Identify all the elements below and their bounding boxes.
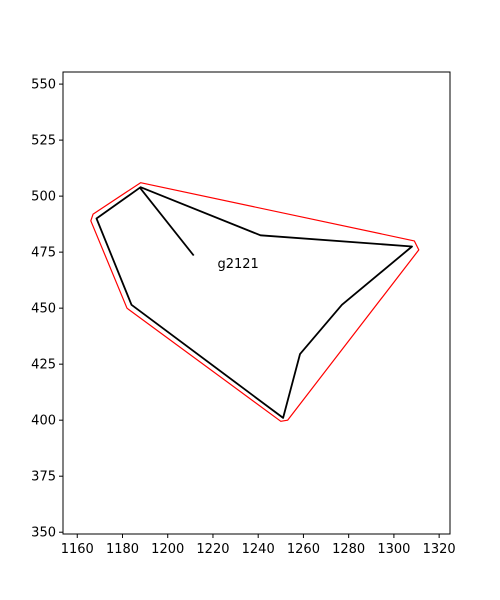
y-tick-label: 375 bbox=[31, 470, 56, 485]
x-tick-label: 1220 bbox=[196, 542, 229, 557]
y-axis: 350 375 400 425 450 475 500 525 550 bbox=[31, 78, 63, 541]
x-tick-label: 1260 bbox=[287, 542, 320, 557]
y-tick-label: 425 bbox=[31, 358, 56, 373]
series-layer bbox=[90, 182, 420, 422]
plot-frame bbox=[62, 71, 451, 535]
x-tick-label: 1240 bbox=[242, 542, 275, 557]
annotation-label: g2121 bbox=[217, 257, 258, 272]
y-tick-label: 550 bbox=[31, 78, 56, 93]
y-tick-label: 500 bbox=[31, 190, 56, 205]
series-line-0 bbox=[90, 182, 420, 422]
x-tick-label: 1160 bbox=[61, 542, 94, 557]
annotation-layer: g2121 bbox=[217, 257, 258, 272]
series-line-1 bbox=[95, 186, 413, 419]
series-line-2 bbox=[138, 186, 195, 257]
y-tick-label: 450 bbox=[31, 302, 56, 317]
y-tick-label: 350 bbox=[31, 526, 56, 541]
x-tick-label: 1200 bbox=[151, 542, 184, 557]
x-tick-label: 1300 bbox=[377, 542, 410, 557]
x-tick-label: 1180 bbox=[106, 542, 139, 557]
x-tick-label: 1320 bbox=[423, 542, 456, 557]
x-axis: 1160 1180 1200 1220 1240 1260 1280 1300 1320 bbox=[61, 534, 456, 557]
x-tick-label: 1280 bbox=[332, 542, 365, 557]
y-tick-label: 400 bbox=[31, 414, 56, 429]
y-tick-label: 475 bbox=[31, 246, 56, 261]
y-tick-label: 525 bbox=[31, 134, 56, 149]
